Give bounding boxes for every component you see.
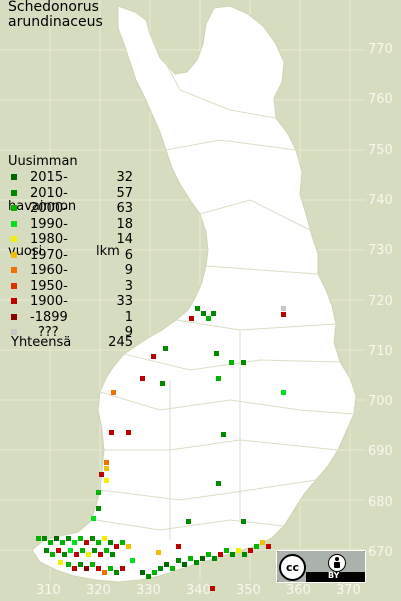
legend-item-label: -1899	[30, 309, 68, 325]
legend-total: Yhteensä 245	[8, 335, 133, 350]
legend-item: 2015- 32	[8, 170, 133, 185]
legend-swatch	[11, 298, 17, 304]
y-tick-label: 710	[368, 343, 393, 359]
legend-item-label: 2010-	[30, 185, 68, 201]
cc-logo-icon: cc	[279, 554, 306, 581]
legend-swatch	[11, 329, 17, 335]
y-tick-label: 700	[368, 394, 393, 410]
legend-item-label: 1900-	[30, 294, 68, 309]
legend-swatch	[11, 282, 17, 289]
legend-item-count: 63	[116, 201, 133, 216]
legend-swatch	[11, 174, 17, 180]
legend-item-count: 9	[124, 325, 133, 340]
legend-item-count: 57	[116, 185, 133, 201]
legend-total-label: Yhteensä	[11, 335, 72, 350]
y-tick-label: 770	[368, 42, 393, 57]
legend-item-label: 1960-	[30, 263, 68, 278]
legend-swatch	[11, 189, 17, 196]
x-tick-label: 370	[336, 583, 361, 598]
legend-item-count: 6	[124, 247, 133, 263]
y-tick-label: 760	[368, 92, 393, 108]
legend-item-count: 9	[124, 263, 133, 278]
legend-item: 2010- 57	[8, 186, 133, 201]
legend-item-count: 3	[124, 278, 133, 294]
legend-item-label: 1970-	[30, 247, 68, 263]
legend-item-label: 2015-	[30, 170, 68, 185]
legend-item-label: ???	[38, 325, 59, 340]
legend-item-count: 33	[116, 294, 133, 309]
region-borders	[95, 33, 355, 540]
legend-item-count: 18	[116, 216, 133, 232]
legend-item-label: 2000-	[30, 201, 68, 216]
legend-swatch	[11, 251, 17, 258]
legend-item: 1980- 14	[8, 232, 133, 247]
legend-swatch	[11, 313, 17, 320]
cc-by-icon[interactable]: cc BY	[276, 550, 366, 583]
y-tick-label: 690	[368, 444, 393, 460]
legend-item: 1900- 33	[8, 294, 133, 309]
legend-total-count: 245	[108, 335, 133, 350]
legend-item-count: 14	[116, 232, 133, 247]
legend-item: 1960- 9	[8, 263, 133, 278]
legend-swatch	[11, 236, 17, 242]
y-tick-label: 670	[368, 545, 393, 560]
legend-item: 1950- 3	[8, 279, 133, 294]
legend-swatch	[11, 205, 17, 211]
y-tick-label: 730	[368, 243, 393, 259]
x-tick-label: 330	[136, 583, 161, 598]
legend-item-count: 1	[124, 309, 133, 325]
legend-item-count: 32	[116, 170, 133, 185]
legend-item: 1970- 6	[8, 248, 133, 263]
x-tick-label: 350	[236, 583, 261, 598]
legend-count-heading: lkm	[96, 244, 120, 259]
attribution-person-icon	[328, 554, 346, 572]
x-tick-label: 310	[36, 583, 61, 598]
observation-squares	[36, 306, 286, 591]
y-tick-label: 680	[368, 494, 393, 510]
legend-item: -1899 1	[8, 310, 133, 325]
legend-item: 1990- 18	[8, 217, 133, 232]
license-by-label: BY	[328, 571, 340, 580]
legend-item: ??? 9	[8, 325, 133, 340]
legend-swatch	[11, 220, 17, 227]
y-tick-label: 750	[368, 142, 393, 158]
x-tick-label: 320	[86, 583, 111, 598]
y-tick-label: 720	[368, 293, 393, 309]
legend-item: 2000- 63	[8, 201, 133, 216]
x-tick-label: 340	[186, 583, 211, 598]
species-title: Schedonorus arundinaceus	[8, 0, 103, 30]
legend-item-label: 1980-	[30, 232, 68, 247]
legend-item-label: 1950-	[30, 278, 68, 294]
legend-item-label: 1990-	[30, 216, 68, 232]
y-tick-label: 740	[368, 192, 393, 208]
legend-swatch	[11, 267, 17, 273]
x-tick-label: 360	[286, 583, 311, 598]
